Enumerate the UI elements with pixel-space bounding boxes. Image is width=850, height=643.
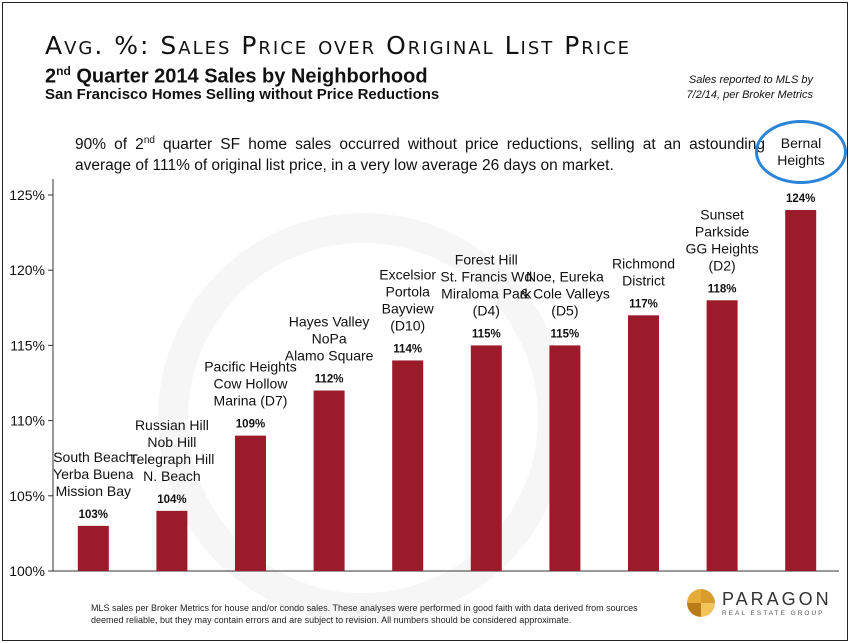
data-label: 112% <box>315 374 344 386</box>
data-label: 114% <box>393 343 422 355</box>
category-label-line: St. Francis Wd <box>440 268 532 284</box>
category-label-line: (D5) <box>551 302 578 318</box>
subtitle-ordinal: nd <box>56 64 71 78</box>
subtitle-text: Quarter 2014 Sales by Neighborhood <box>70 65 428 88</box>
bar <box>706 300 738 571</box>
brand-subtitle: REAL ESTATE GROUP <box>722 609 825 617</box>
subtitle-number: 2 <box>45 65 57 88</box>
bar <box>628 315 659 571</box>
summary-ordinal: nd <box>143 135 155 146</box>
data-label: 118% <box>708 283 737 295</box>
category-label: Hayes Valley NoPa Alamo Square <box>285 314 374 364</box>
category-label-line: Yerba Buena <box>53 466 134 482</box>
category-label-line: Pacific Heights <box>204 359 297 375</box>
category-label-line: NoPa <box>312 331 347 347</box>
bar <box>470 345 502 571</box>
category-label-line: Nob Hill <box>147 434 196 450</box>
category-label-line: Sunset <box>700 206 744 222</box>
category-label-line: Bayview <box>382 300 435 316</box>
source-line-1: Sales reported to MLS by <box>688 74 813 86</box>
y-tick-label: 125% <box>9 187 45 203</box>
bar <box>392 360 424 571</box>
y-tick-label: 110% <box>10 413 45 429</box>
category-label-line: (D10) <box>390 317 425 333</box>
category-label: Richmond District <box>612 255 675 288</box>
category-label-line: Noe, Eureka <box>526 268 604 284</box>
category-label-line: Excelsior <box>379 266 436 282</box>
category-label-line: Russian Hill <box>135 417 209 433</box>
y-tick-label: 105% <box>9 488 45 504</box>
callout-line-1: Bernal <box>780 135 822 151</box>
data-label: 124% <box>786 193 815 205</box>
category-label-line: Portola <box>386 283 431 299</box>
data-label: 103% <box>79 509 108 521</box>
category-label-line: Hayes Valley <box>289 314 370 330</box>
footnote: MLS sales per Broker Metrics for house a… <box>91 603 638 625</box>
data-label: 115% <box>551 328 580 340</box>
summary-text: 90% of 2nd quarter SF home sales occurre… <box>75 130 765 176</box>
bar <box>235 435 266 571</box>
category-label: Excelsior Portola Bayview (D10) <box>379 266 436 333</box>
bar <box>156 510 188 571</box>
data-label: 104% <box>157 494 186 506</box>
category-label-line: Mission Bay <box>56 483 131 499</box>
bar-chart: 100% 105% 110% 115% 120% 125% 103% South Beach Y… <box>9 3 839 579</box>
source-line-2: 7/2/14, per Broker Metrics <box>686 89 813 101</box>
category-label: Noe, Eureka & Cole Valleys (D5) <box>520 268 610 318</box>
category-label-line: District <box>622 272 665 288</box>
paragon-logo: PARAGON REAL ESTATE GROUP <box>687 589 832 617</box>
y-tick-label: 115% <box>10 337 45 353</box>
bar <box>549 345 581 571</box>
source-note: Sales reported to MLS by 7/2/14, per Bro… <box>623 73 813 103</box>
category-label-line: Marina (D7) <box>214 393 288 409</box>
category-label-line: Telegraph Hill <box>129 451 214 467</box>
category-label-line: Cow Hollow <box>214 376 289 392</box>
bernal-heights-callout: Bernal Heights <box>755 120 847 184</box>
paragon-logo-icon <box>687 589 715 617</box>
chart-subtitle: 2nd Quarter 2014 Sales by Neighborhood <box>45 64 428 89</box>
chart-subtitle-2: San Francisco Homes Selling without Pric… <box>45 86 440 103</box>
category-label-line: GG Heights <box>686 240 759 256</box>
category-label-line: Alamo Square <box>285 348 374 364</box>
category-label: Bernal Heights <box>801 3 808 4</box>
category-label-line: South Beach <box>53 449 133 465</box>
chart-title: Avg. %: Sales Price over Original List P… <box>45 31 632 60</box>
brand-name: PARAGON <box>722 588 832 609</box>
category-label-line: Parkside <box>695 223 750 239</box>
category-label: Russian Hill Nob Hill Telegraph Hill N. Bea… <box>129 417 214 484</box>
bar <box>313 390 345 571</box>
summary-part-1: 90% of 2 <box>75 136 144 154</box>
bar <box>77 525 109 571</box>
category-label: South Beach Yerba Buena Mission Bay <box>53 449 134 499</box>
category-label: Sunset Parkside GG Heights (D2) <box>686 206 759 273</box>
category-label-line: (D2) <box>708 257 735 273</box>
category-label-line: Richmond <box>612 255 675 271</box>
category-label: Pacific Heights Cow Hollow Marina (D7) <box>204 359 297 409</box>
data-label: 115% <box>472 328 501 340</box>
callout-line-2: Heights <box>777 152 825 168</box>
category-label-line: Forest Hill <box>455 251 518 267</box>
y-tick-label: 120% <box>9 262 45 278</box>
y-tick-label: 100% <box>9 563 45 579</box>
category-label-line: & Cole Valleys <box>520 285 610 301</box>
data-label: 117% <box>629 298 658 310</box>
data-label: 109% <box>236 419 265 431</box>
category-label: Forest Hill St. Francis Wd Miraloma Park (D… <box>440 251 532 318</box>
category-label-line: (D4) <box>473 302 500 318</box>
summary-part-2: quarter SF home sales occurred without p… <box>75 136 765 175</box>
category-label-line: N. Beach <box>143 468 201 484</box>
bar <box>785 210 817 572</box>
category-label-line: Miraloma Park <box>441 285 532 301</box>
